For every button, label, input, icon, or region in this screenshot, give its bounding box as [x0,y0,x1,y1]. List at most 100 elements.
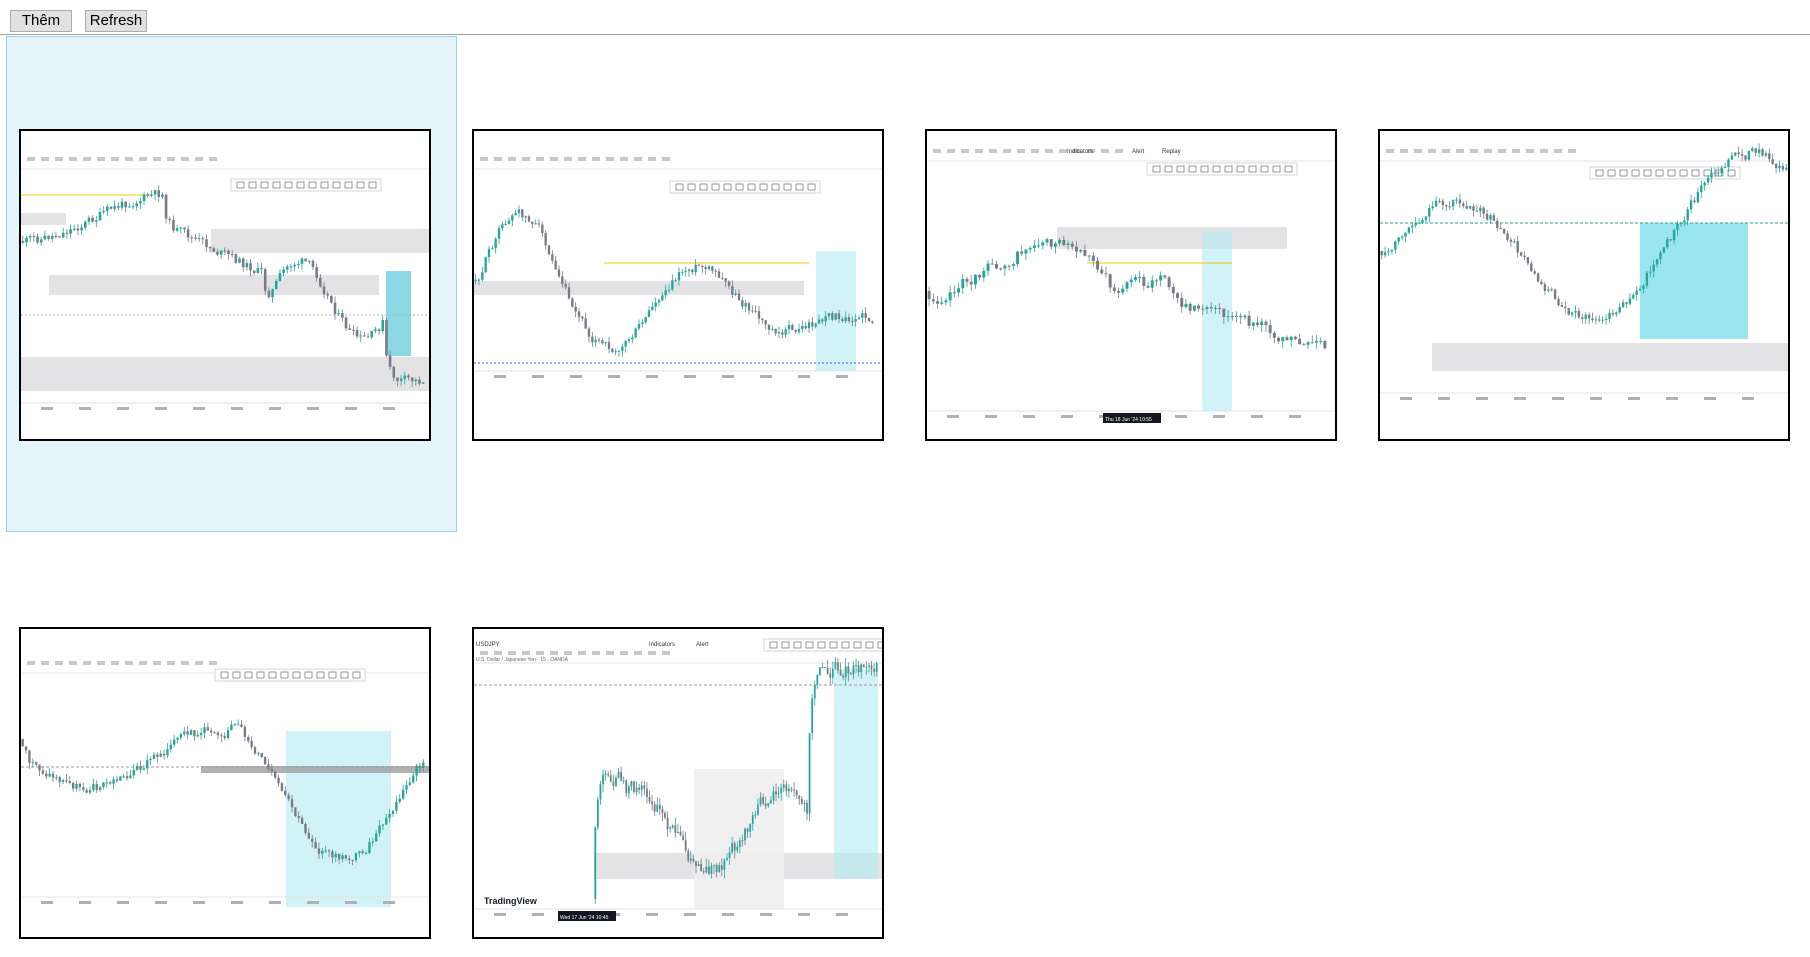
time-axis-tick [307,901,319,904]
candle-body [401,789,405,799]
candle-body [1560,305,1564,307]
drawing-toolbar [669,180,821,194]
candle-body [1387,251,1390,253]
toolbar-item [1512,149,1520,153]
toolbar-item [620,651,628,655]
candle-body [324,850,327,852]
chart-drawing [1380,143,1788,400]
chart-thumbnail-5[interactable] [19,627,431,939]
drawing-tool-icon [805,641,814,649]
candle-body [561,276,564,284]
candle-body [816,675,819,686]
chart-thumbnail-4[interactable] [1378,129,1790,441]
candle-body [1523,255,1526,258]
candle-body [800,798,803,804]
candle-body [1771,159,1774,164]
toolbar-item [1414,149,1422,153]
candle-body [1260,321,1264,326]
candle-body [609,775,612,782]
candle-body [395,801,398,811]
candle-body [844,317,847,322]
toolbar-item [55,661,63,665]
candle-body [661,809,664,813]
candle-body [948,292,952,301]
time-axis-tick [1590,397,1602,400]
candle-body [1584,314,1587,319]
candle-body [1421,219,1424,223]
candle-body [194,237,197,239]
toolbar-item [508,651,516,655]
candle-body [219,250,223,255]
toolbar-item [648,157,656,161]
candle-body [1703,182,1706,186]
candle-body [243,726,247,737]
candle-body [861,313,864,318]
candle-body [751,310,754,312]
candle-body [724,278,727,282]
candle-body [857,317,861,320]
candle-body [1608,312,1611,319]
candle-body [1256,322,1259,326]
zone-rect [1640,223,1748,339]
candle-body [684,270,687,272]
drawing-tool-icon [1595,169,1604,177]
candle-body [51,773,55,778]
candle-body [337,313,340,315]
candle-body [1720,167,1723,174]
candle-body [661,295,664,301]
time-axis-tick [646,913,658,916]
candle-body [788,788,790,792]
candle-body [982,270,986,278]
candle-body [957,288,961,293]
candle-body [38,764,41,771]
candle-body [634,328,637,338]
candle-body [61,232,65,238]
candle-body [331,851,334,858]
candle-body [58,236,61,238]
candle-body [98,787,102,790]
candle-body [24,746,28,751]
candle-body [714,270,717,272]
candle-body [1672,229,1676,241]
candle-body [75,783,78,789]
chart-thumbnail-1[interactable] [19,129,431,441]
candle-body [1696,192,1700,203]
drawing-toolbar [1146,162,1298,176]
toolbar-item [1087,149,1095,153]
drawing-tool-icon [1727,169,1736,177]
candle-body [497,228,501,239]
candle-body [1108,274,1112,288]
drawing-tool-icon [308,181,317,189]
candle-body [197,238,201,240]
candle-body [834,662,837,669]
chart-thumbnail-6[interactable]: USDJPY Indicators Alert U.S. Dollar / Ja… [472,627,884,939]
drawing-tool-icon [711,183,720,191]
candle-body [102,782,105,788]
drawing-tool-icon [723,183,732,191]
candle-body [667,289,671,291]
candle-body [720,865,723,870]
candle-body [352,329,355,331]
candle-body [410,377,414,382]
candle-body [351,859,354,861]
chart-thumbnail-3[interactable]: Indicators Alert Replay Thu 18 Jun '24 1… [925,129,1337,441]
candle-body [1451,200,1455,207]
candle-body [157,190,161,197]
drawing-tool-icon [1667,169,1676,177]
candle-body [491,248,494,250]
candle-body [220,735,223,737]
candle-body [1686,209,1689,221]
candle-body [319,277,322,287]
candle-body [1079,249,1083,252]
chart-thumbnail-2[interactable] [472,129,884,441]
candle-body [210,730,213,733]
time-axis-tick [1289,415,1301,418]
refresh-button[interactable]: Refresh [85,10,147,32]
toolbar-item [125,157,133,161]
candle-body [1310,342,1314,344]
candle-body [333,302,337,314]
candle-body [1499,228,1502,230]
candle-body [695,861,697,867]
chart-image-3: Indicators Alert Replay Thu 18 Jun '24 1… [927,149,1335,423]
add-button[interactable]: Thêm [10,10,72,32]
